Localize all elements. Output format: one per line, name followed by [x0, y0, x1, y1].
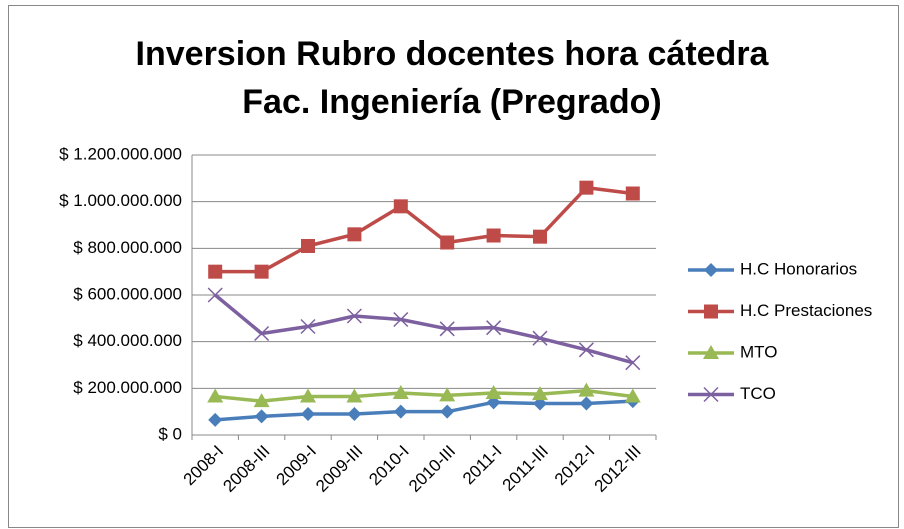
marker: [254, 325, 270, 342]
series-line: [215, 399, 633, 422]
marker: [254, 409, 269, 424]
marker: [625, 355, 641, 371]
series-line: [215, 388, 634, 403]
marker: [624, 388, 641, 403]
y-tick-label: $ 1.000.000.000: [59, 191, 182, 210]
y-tick-label: $ 200.000.000: [73, 378, 182, 397]
marker: [346, 388, 363, 403]
marker: [300, 318, 316, 335]
series-line: [214, 293, 634, 365]
legend-marker: [704, 304, 718, 319]
marker: [439, 387, 456, 402]
legend-marker: [703, 345, 719, 359]
marker: [533, 229, 547, 244]
marker: [208, 264, 223, 279]
marker: [393, 199, 408, 214]
legend-marker: [704, 263, 718, 277]
marker: [207, 388, 224, 403]
marker: [253, 393, 270, 408]
marker: [301, 239, 315, 253]
y-tick-label: $ 800.000.000: [73, 238, 182, 257]
marker: [440, 404, 455, 419]
marker: [578, 342, 594, 358]
marker: [579, 396, 594, 411]
y-tick-label: $ 0: [158, 424, 182, 443]
y-tick-label: $ 400.000.000: [73, 331, 182, 350]
marker: [346, 308, 362, 324]
chart-title: Inversion Rubro docentes hora cátedra: [136, 35, 770, 73]
marker: [208, 412, 223, 427]
marker: [254, 264, 269, 279]
marker: [301, 407, 315, 421]
marker: [625, 186, 640, 201]
marker: [347, 407, 362, 421]
marker: [578, 382, 595, 397]
legend-label: TCO: [740, 384, 776, 403]
marker: [485, 385, 502, 399]
marker: [532, 330, 548, 346]
marker: [579, 180, 594, 195]
legend-label: H.C Prestaciones: [740, 301, 872, 320]
chart-border: [8, 5, 899, 528]
marker: [347, 227, 362, 242]
marker: [393, 404, 408, 419]
series-line: [215, 185, 634, 274]
marker: [439, 321, 455, 337]
marker: [532, 386, 548, 401]
y-tick-label: $ 600.000.000: [73, 284, 182, 303]
marker: [440, 235, 455, 250]
y-tick-label: $ 1.200.000.000: [59, 144, 182, 163]
marker: [486, 228, 501, 243]
marker: [393, 311, 409, 328]
marker: [486, 320, 502, 336]
marker: [300, 388, 316, 403]
marker: [207, 287, 223, 303]
legend-marker: [703, 386, 719, 403]
legend-label: H.C Honorarios: [740, 259, 857, 278]
legend-label: MTO: [740, 342, 777, 361]
chart-title: Fac. Ingeniería (Pregrado): [242, 83, 661, 121]
marker: [392, 385, 409, 399]
